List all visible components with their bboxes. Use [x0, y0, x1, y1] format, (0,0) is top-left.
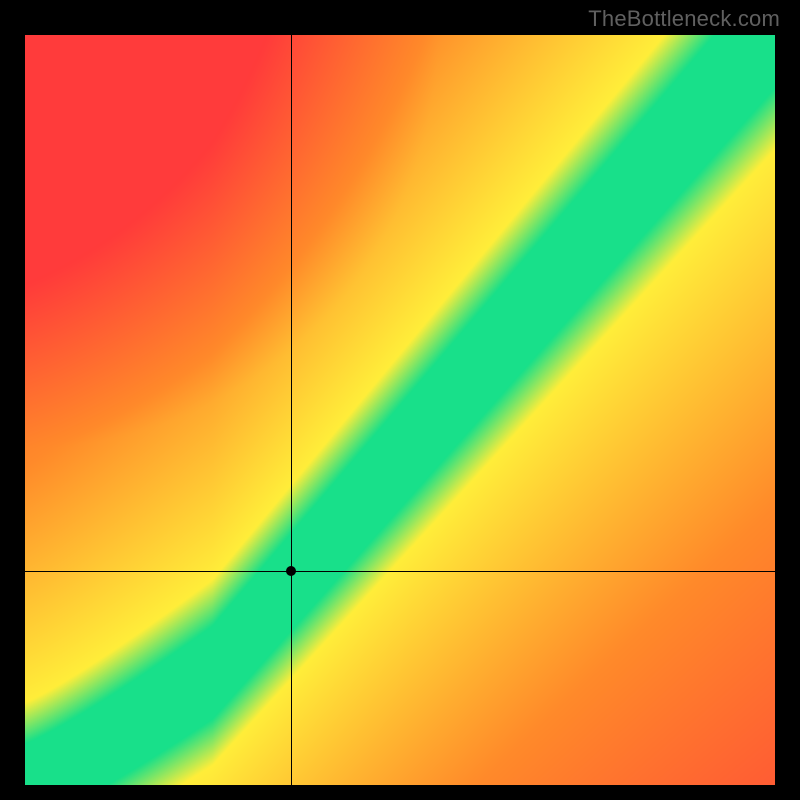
- crosshair-horizontal: [25, 571, 775, 572]
- heatmap-canvas: [25, 35, 775, 785]
- plot-area: [25, 35, 775, 785]
- watermark-text: TheBottleneck.com: [588, 6, 780, 32]
- crosshair-vertical: [291, 35, 292, 785]
- chart-container: TheBottleneck.com: [0, 0, 800, 800]
